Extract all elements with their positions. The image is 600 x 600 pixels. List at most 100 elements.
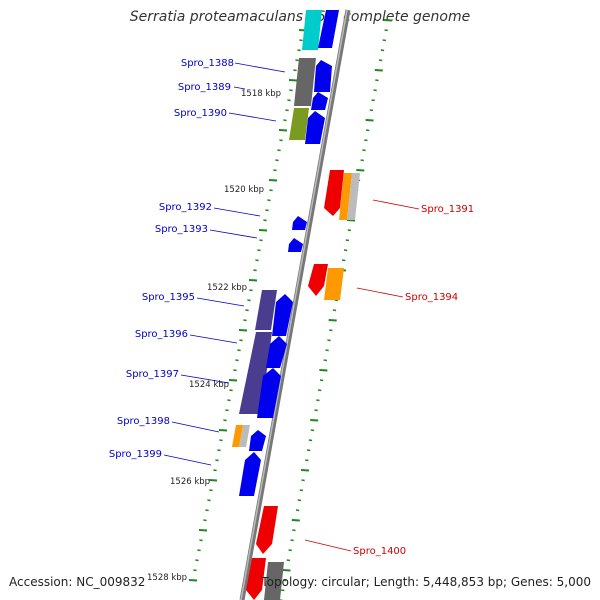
gene-arrow-spro-1398 bbox=[249, 430, 266, 451]
inner-tick bbox=[273, 169, 277, 172]
outer-tick bbox=[308, 439, 313, 442]
gene-arrow-spro-1391 bbox=[324, 170, 344, 216]
cog-bar-cyan bbox=[302, 10, 322, 50]
outer-tick bbox=[310, 429, 315, 432]
outer-tick bbox=[332, 309, 337, 312]
outer-tick bbox=[288, 549, 292, 552]
outer-tick bbox=[373, 89, 377, 92]
outer-tick bbox=[345, 239, 350, 242]
inner-tick bbox=[193, 569, 197, 572]
outer-tick bbox=[360, 159, 364, 162]
inner-tick bbox=[199, 539, 203, 542]
outer-tick bbox=[384, 29, 388, 32]
outer-tick bbox=[319, 379, 324, 382]
outer-tick bbox=[380, 49, 385, 52]
inner-tick bbox=[229, 389, 233, 392]
outer-tick bbox=[306, 449, 311, 452]
inner-tick bbox=[239, 339, 243, 342]
kbp-label-1524: 1524 kbp bbox=[189, 380, 229, 390]
inner-tick bbox=[227, 399, 231, 402]
genome-backbone bbox=[239, 9, 351, 600]
outer-tick bbox=[369, 109, 374, 112]
inner-tick bbox=[289, 89, 293, 92]
inner-tick bbox=[287, 99, 291, 102]
gene-arrow-spro-1392 bbox=[292, 216, 307, 230]
outer-tick bbox=[382, 39, 387, 42]
gene-arrow-spro-1389 bbox=[311, 92, 328, 110]
gene-labels: Spro_1388 Spro_1389 Spro_1390 Spro_1392 … bbox=[109, 58, 474, 557]
inner-tick bbox=[205, 509, 209, 512]
cog-bar-orange-1398 bbox=[232, 425, 243, 447]
ruler-labels: 1518 kbp 1520 kbp 1522 kbp 1524 kbp 1526… bbox=[147, 89, 281, 583]
gene-arrow-spro-1396 bbox=[266, 336, 287, 368]
inner-tick bbox=[288, 79, 298, 82]
outer-tick bbox=[316, 399, 320, 402]
outer-tick bbox=[291, 519, 300, 522]
inner-tick bbox=[267, 199, 271, 202]
inner-tick bbox=[198, 529, 208, 532]
inner-tick bbox=[195, 559, 199, 562]
kbp-label-1522: 1522 kbp bbox=[207, 283, 247, 293]
inner-tick bbox=[245, 309, 249, 312]
outer-tick bbox=[362, 149, 366, 152]
cog-bar-gray-1391 bbox=[347, 173, 360, 220]
outer-tick bbox=[295, 509, 300, 512]
label-spro-1390: Spro_1390 bbox=[174, 108, 227, 119]
outer-tick bbox=[286, 559, 291, 562]
inner-tick bbox=[197, 549, 201, 552]
outer-tick bbox=[299, 489, 304, 492]
inner-tick bbox=[293, 69, 297, 72]
label-spro-1392: Spro_1392 bbox=[159, 202, 212, 213]
inner-tick bbox=[295, 59, 299, 62]
gene-arrow-top bbox=[318, 10, 339, 48]
genome-summary-text: Topology: circular; Length: 5,448,853 bp… bbox=[261, 575, 591, 589]
outer-tick bbox=[323, 359, 328, 362]
inner-tick bbox=[238, 329, 248, 332]
inner-tick bbox=[215, 459, 219, 462]
outer-tick bbox=[371, 99, 375, 102]
outer-tick bbox=[374, 69, 383, 72]
outer-tick bbox=[328, 319, 337, 322]
outer-tick bbox=[310, 419, 319, 422]
reverse-genes bbox=[246, 170, 344, 600]
inner-tick bbox=[188, 579, 198, 582]
cog-bar-gray-1398 bbox=[239, 425, 250, 447]
inner-tick bbox=[203, 519, 207, 522]
label-spro-1397: Spro_1397 bbox=[126, 369, 179, 380]
inner-tick bbox=[248, 279, 258, 282]
inner-tick bbox=[277, 149, 281, 152]
cog-bar-gray-1400 bbox=[264, 562, 284, 600]
label-spro-1393: Spro_1393 bbox=[155, 224, 208, 235]
inner-tick bbox=[233, 369, 237, 372]
cog-bar-gray-1388 bbox=[294, 58, 316, 106]
cog-bar-purple-1395 bbox=[255, 290, 277, 330]
inner-tick bbox=[209, 489, 213, 492]
inner-tick bbox=[237, 349, 241, 352]
inner-tick bbox=[255, 259, 259, 262]
outer-tick bbox=[290, 539, 294, 542]
accession-text: Accession: NC_009832 bbox=[9, 575, 146, 589]
cog-bars bbox=[232, 10, 360, 600]
inner-tick bbox=[279, 139, 283, 142]
inner-tick bbox=[253, 269, 257, 272]
cog-bar-orange-1394 bbox=[324, 268, 344, 300]
forward-genes bbox=[239, 10, 339, 496]
inner-tick bbox=[223, 419, 227, 422]
gene-arrow-spro-1394 bbox=[308, 264, 328, 296]
label-spro-1395: Spro_1395 bbox=[142, 292, 195, 303]
gene-arrow-spro-1388 bbox=[314, 60, 332, 92]
inner-tick bbox=[219, 439, 223, 442]
outer-tick bbox=[297, 499, 302, 502]
outer-tick bbox=[334, 299, 339, 302]
ruler-ticks-inner bbox=[188, 29, 308, 582]
outer-tick bbox=[383, 19, 393, 22]
inner-tick bbox=[218, 429, 228, 432]
outer-tick bbox=[343, 249, 348, 252]
gene-arrow-spro-1397 bbox=[257, 368, 281, 418]
kbp-label-1526: 1526 kbp bbox=[170, 477, 210, 487]
outer-tick bbox=[347, 229, 352, 232]
outer-tick bbox=[347, 219, 356, 222]
outer-tick bbox=[364, 139, 368, 142]
outer-tick bbox=[281, 589, 285, 592]
